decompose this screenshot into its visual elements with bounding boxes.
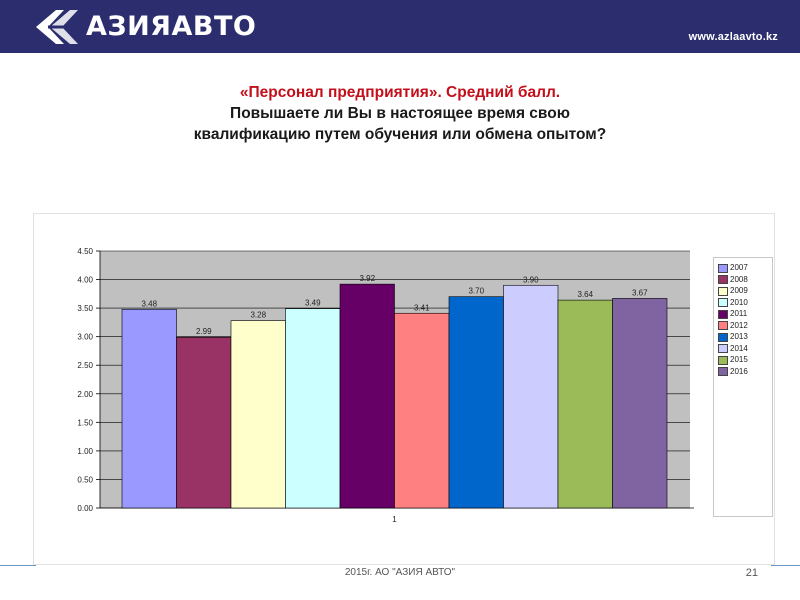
data-label-2015: 3.64: [577, 290, 593, 299]
legend-label: 2012: [730, 320, 748, 330]
bar-2010: [285, 308, 341, 509]
azia-avto-logo-icon: [36, 10, 80, 44]
footer-divider-right: [771, 565, 800, 566]
bar-2007: [121, 308, 177, 509]
legend-item-2010: 2010: [718, 297, 748, 309]
legend-swatch: [718, 309, 728, 319]
title-line-2: Повышаете ли Вы в настоящее время свою: [230, 105, 570, 122]
legend-item-2009: 2009: [718, 285, 748, 297]
legend-swatch: [718, 321, 728, 330]
legend-swatch: [718, 275, 728, 284]
legend-label: 2008: [730, 274, 748, 284]
data-label-2012: 3.41: [414, 303, 430, 312]
y-tick-label: 4.50: [77, 247, 93, 256]
legend-swatch: [718, 298, 728, 307]
y-tick-label: 2.50: [77, 361, 93, 370]
legend-swatch: [718, 355, 728, 365]
legend-label: 2014: [730, 343, 748, 353]
bar-2008: [176, 336, 232, 509]
legend-label: 2011: [730, 309, 748, 318]
data-label-2009: 3.28: [250, 311, 266, 320]
y-tick-label: 4.00: [77, 276, 93, 285]
legend-label: 2007: [730, 263, 748, 272]
footer-divider-left: [0, 565, 36, 566]
y-tick-label: 3.00: [77, 333, 93, 342]
legend-swatch: [718, 367, 728, 376]
bar-2013: [448, 296, 504, 509]
page-number: 21: [745, 567, 758, 579]
data-label-2008: 2.99: [196, 327, 212, 336]
data-label-2011: 3.92: [359, 274, 375, 283]
data-label-2007: 3.48: [141, 299, 157, 308]
site-url[interactable]: www.azlaavto.kz: [688, 31, 778, 43]
legend-item-2016: 2016: [718, 366, 748, 378]
y-tick-label: 0.50: [77, 475, 93, 484]
logo-text: АЗИЯАВТО: [86, 11, 257, 42]
x-category-label: 1: [392, 515, 397, 524]
data-label-2013: 3.70: [468, 287, 484, 296]
data-label-2010: 3.49: [305, 299, 321, 308]
y-tick-label: 0.00: [77, 504, 93, 513]
bar-2016: [612, 298, 668, 509]
legend-item-2012: 2012: [718, 320, 748, 332]
legend-label: 2015: [730, 355, 748, 364]
y-tick-label: 3.50: [77, 304, 93, 313]
bar-2009: [230, 320, 286, 509]
logo[interactable]: АЗИЯАВТО: [34, 8, 256, 46]
legend-swatch: [718, 263, 728, 273]
legend-swatch: [718, 344, 728, 353]
bar-chart: 0.00 0.50 1.00 1.50 2.00 2.50 3.00 3.50 4.00 4.50…: [77, 247, 694, 524]
bar-2014: [503, 284, 559, 509]
legend-label: 2010: [730, 297, 748, 307]
legend-item-2015: 2015: [718, 354, 748, 366]
bar-2015: [557, 299, 613, 509]
legend-label: 2013: [730, 332, 748, 341]
title-line-1: «Персонал предприятия». Средний балл.: [239, 84, 561, 101]
legend-item-2014: 2014: [718, 343, 748, 355]
title-line-3: квалификацию путем обучения или обмена о…: [193, 126, 607, 143]
legend-item-2013: 2013: [718, 331, 748, 343]
data-label-2014: 3.90: [523, 275, 539, 284]
chart-legend: 2007 2008 2009 2010 2011 2012 2013 2014 2015 2016: [713, 257, 773, 517]
footer-text: 2015г. АО "АЗИЯ АВТО": [344, 567, 456, 578]
legend-item-2007: 2007: [718, 262, 748, 274]
y-tick-label: 2.00: [77, 390, 93, 399]
bar-2011: [339, 283, 395, 509]
y-tick-label: 1.50: [77, 418, 93, 427]
header-bar: АЗИЯАВТО www.azlaavto.kz: [0, 0, 800, 53]
legend-item-2008: 2008: [718, 274, 748, 286]
data-label-2016: 3.67: [632, 288, 648, 297]
chart-frame: 0.00 0.50 1.00 1.50 2.00 2.50 3.00 3.50 4.00 4.50…: [33, 213, 775, 565]
legend-item-2011: 2011: [718, 308, 747, 320]
legend-swatch: [718, 332, 728, 342]
slide-title: «Персонал предприятия». Средний балл. По…: [0, 82, 800, 145]
legend-swatch: [718, 286, 728, 296]
legend-label: 2016: [730, 366, 748, 376]
y-tick-label: 1.00: [77, 447, 93, 456]
bar-2012: [394, 312, 450, 509]
legend-label: 2009: [730, 286, 748, 295]
